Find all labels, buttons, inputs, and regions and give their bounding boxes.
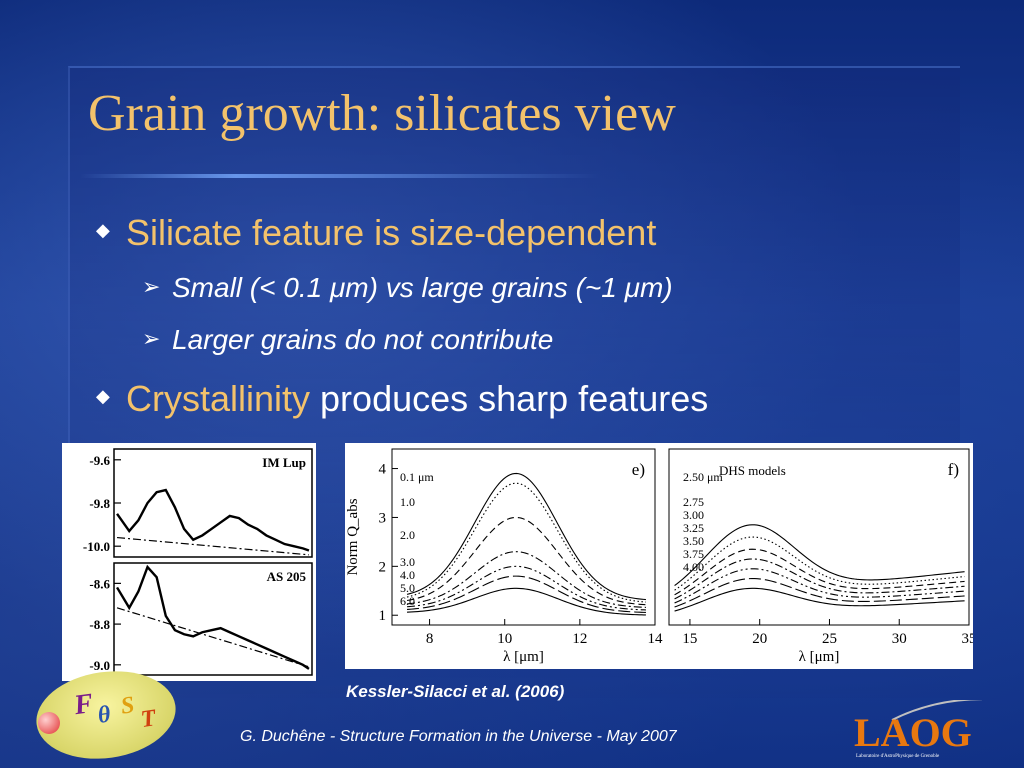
spectrum-line bbox=[116, 488, 310, 552]
planet-icon bbox=[38, 712, 60, 734]
panel-label: e) bbox=[632, 460, 645, 479]
bullet-crystallinity: ◆ Crystallinity produces sharp features bbox=[96, 378, 709, 420]
legend-entry: 1.0 bbox=[400, 495, 415, 509]
legend-entry: 6.0 bbox=[400, 594, 415, 608]
fost-letter: F bbox=[72, 687, 96, 722]
laog-logo: LAOG Laboratoire d'AstroPhysique de Gren… bbox=[854, 700, 982, 759]
svg-text:LAOG: LAOG bbox=[854, 710, 972, 755]
panel-frame bbox=[391, 448, 656, 626]
x-tick-label: 20 bbox=[752, 631, 767, 647]
x-tick-label: 12 bbox=[572, 631, 587, 647]
x-tick-label: 15 bbox=[682, 631, 697, 647]
laog-tagline: Laboratoire d'AstroPhysique de Grenoble bbox=[856, 754, 940, 759]
x-tick-label: 10 bbox=[497, 631, 512, 647]
slide-title: Grain growth: silicates view bbox=[88, 85, 676, 142]
fost-letter: S bbox=[119, 692, 137, 720]
legend-entry: 2.0 bbox=[400, 528, 415, 542]
x-tick-label: 14 bbox=[648, 631, 664, 647]
subbullet-text: Larger grains do not contribute bbox=[172, 324, 554, 355]
legend-entry: 2.75 bbox=[683, 495, 704, 509]
x-axis-label: λ [μm] bbox=[503, 649, 544, 665]
model-curve bbox=[674, 568, 965, 604]
bullet-text: produces sharp features bbox=[310, 378, 709, 419]
fost-letter: T bbox=[139, 705, 158, 734]
model-curve bbox=[674, 587, 965, 612]
x-axis-label: λ [μm] bbox=[799, 649, 840, 665]
citation: Kessler-Silacci et al. (2006) bbox=[346, 682, 565, 701]
legend-entry: 5.0 bbox=[400, 581, 415, 595]
spectrum-line bbox=[116, 607, 310, 668]
y-tick-label: 1 bbox=[379, 608, 387, 624]
spectrum-line bbox=[116, 536, 310, 556]
bullet-text: Silicate feature is size-dependent bbox=[126, 212, 657, 253]
model-curve bbox=[674, 536, 965, 591]
model-curve bbox=[406, 472, 646, 601]
model-curve bbox=[406, 516, 646, 606]
x-tick-label: 8 bbox=[426, 631, 434, 647]
legend-entry: 3.0 bbox=[400, 555, 415, 569]
y-tick-label: -8.8 bbox=[89, 617, 110, 632]
x-tick-label: 25 bbox=[822, 631, 837, 647]
legend-entry: 3.75 bbox=[683, 547, 704, 561]
legend-entry: 3.25 bbox=[683, 521, 704, 535]
model-curve bbox=[407, 587, 646, 616]
model-curve bbox=[674, 558, 965, 600]
y-tick-label: -8.6 bbox=[89, 576, 110, 591]
legend-entry: 4.0 bbox=[400, 568, 415, 582]
subbullet-text: Small (< 0.1 μm) vs large grains (~1 μm) bbox=[172, 272, 673, 303]
y-axis-label: Norm Q_abs bbox=[345, 498, 361, 575]
legend-entry: 3.50 bbox=[683, 534, 704, 548]
y-tick-label: 2 bbox=[379, 559, 387, 575]
model-spectra-panel: 8 10 12 14 λ [μm] 1 2 3 4 Norm Q_abs e) 0.1 μm 1.0 2.… bbox=[345, 443, 977, 669]
model-curve bbox=[406, 575, 646, 613]
x-tick-label: 35 bbox=[962, 631, 974, 647]
panel-label: IM Lup bbox=[262, 455, 306, 470]
subbullet-grain-size: ➢ Small (< 0.1 μm) vs large grains (~1 μ… bbox=[142, 272, 673, 304]
fost-letter: θ bbox=[96, 701, 113, 729]
model-curve bbox=[674, 578, 965, 608]
model-curve bbox=[406, 551, 646, 608]
title-underline bbox=[80, 174, 600, 178]
panel-label: f) bbox=[948, 460, 959, 479]
y-tick-label: -9.6 bbox=[89, 453, 110, 468]
model-curve bbox=[406, 482, 646, 603]
arrow-bullet-icon: ➢ bbox=[142, 326, 161, 351]
diamond-bullet-icon: ◆ bbox=[96, 220, 110, 240]
arrow-bullet-icon: ➢ bbox=[142, 274, 161, 299]
model-curve bbox=[674, 524, 965, 587]
model-curve bbox=[406, 565, 646, 611]
y-tick-label: -9.0 bbox=[89, 658, 110, 673]
legend-entry: 0.1 μm bbox=[400, 470, 434, 484]
y-tick-label: -9.8 bbox=[89, 496, 110, 511]
panel-frame bbox=[113, 562, 313, 676]
footer-text: G. Duchêne - Structure Formation in the … bbox=[240, 728, 677, 745]
diamond-bullet-icon: ◆ bbox=[96, 386, 110, 406]
panel-label: AS 205 bbox=[267, 569, 307, 584]
legend-entry: 3.00 bbox=[683, 508, 704, 522]
panel-frame bbox=[668, 448, 970, 626]
bullet-size-dependent: ◆ Silicate feature is size-dependent bbox=[96, 212, 657, 254]
y-tick-label: -10.0 bbox=[83, 539, 110, 554]
spectrum-line bbox=[116, 564, 310, 670]
model-curve bbox=[674, 548, 965, 596]
observed-spectra-chart: -9.6 -9.8 -10.0 IM Lup -8.6 -8.8 -9.0 AS 205 bbox=[83, 448, 313, 676]
legend-entry: 2.50 μm bbox=[683, 470, 723, 484]
x-tick-label: 30 bbox=[892, 631, 907, 647]
bullet-highlight: Crystallinity bbox=[126, 378, 311, 419]
panel-title: DHS models bbox=[719, 463, 786, 478]
y-tick-label: 3 bbox=[379, 510, 387, 526]
y-tick-label: 4 bbox=[379, 462, 387, 478]
observed-spectra-panel: -9.6 -9.8 -10.0 IM Lup -8.6 -8.8 -9.0 AS 205 bbox=[62, 443, 316, 681]
subbullet-larger-grains: ➢ Larger grains do not contribute bbox=[142, 324, 554, 356]
